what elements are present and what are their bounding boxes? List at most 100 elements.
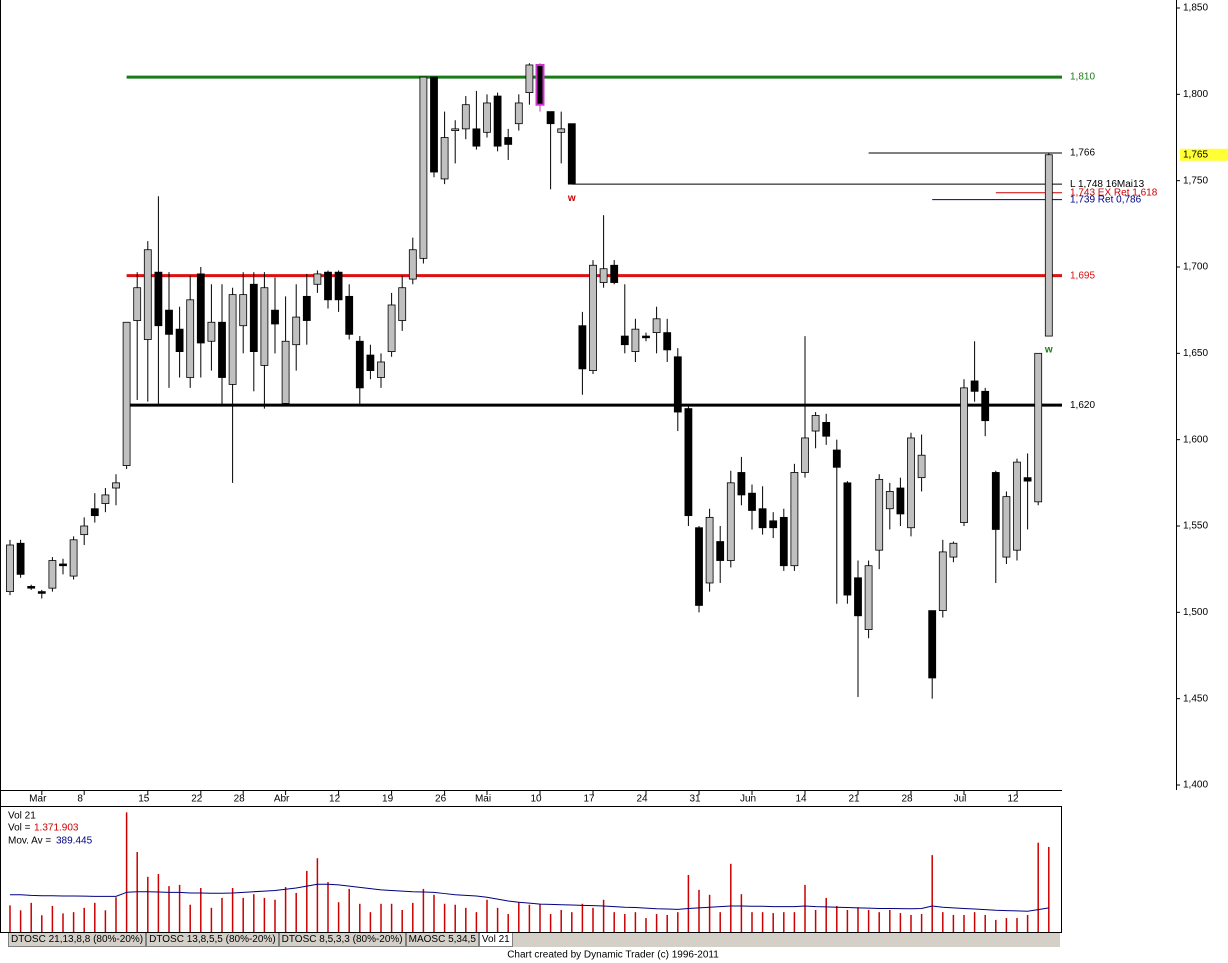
candle-body (387, 304, 396, 353)
candle-body (228, 294, 237, 385)
volume-bar (221, 897, 223, 932)
volume-bar (19, 910, 22, 932)
y-tick-label: 1,600 (1183, 434, 1208, 445)
candle-body (811, 415, 820, 432)
candle-body (112, 482, 120, 489)
level-label: 1,620 (1070, 400, 1095, 411)
candle-body (6, 544, 14, 593)
volume-bar (751, 912, 753, 932)
volume-bar (698, 889, 700, 932)
candle-body (313, 273, 322, 285)
candle-body (790, 472, 799, 567)
tab[interactable]: MAOSC 5,34,5 (405, 933, 479, 947)
candle-body (769, 520, 778, 529)
candle-body (207, 321, 216, 342)
y-tick-label: 1,500 (1183, 607, 1208, 618)
candle-body (673, 356, 682, 413)
volume-bar (889, 909, 891, 932)
x-tick-label: Mai (475, 794, 491, 805)
volume-bar (94, 902, 96, 932)
volume-bar (306, 870, 308, 932)
candle-body (377, 361, 385, 378)
candle-body (366, 354, 375, 371)
x-tick-label: Abr (274, 794, 290, 805)
y-tick-label: 1,550 (1183, 521, 1208, 532)
volume-bar (337, 902, 340, 932)
volume-bar (178, 884, 181, 932)
candle-body (970, 380, 979, 392)
volume-bar (359, 903, 361, 932)
volume-bar (719, 912, 721, 932)
volume-bar (793, 912, 796, 932)
candle-body (355, 340, 364, 389)
candle-body (472, 128, 481, 147)
volume-bar (687, 874, 690, 932)
candle-body (504, 137, 513, 145)
x-tick-label: 17 (583, 794, 595, 805)
moving-average (10, 883, 1049, 912)
volume-bar (83, 907, 85, 932)
candle-body (589, 264, 597, 372)
volume-bar (1037, 842, 1039, 932)
volume-bar (846, 909, 849, 932)
tab[interactable]: DTOSC 21,13,8,8 (80%-20%) (8, 933, 147, 947)
volume-bar (602, 899, 605, 932)
x-tick-label: 15 (138, 794, 150, 805)
level-label: 1,743 EX Ret 1,618 (1070, 187, 1158, 198)
volume-bar (571, 912, 573, 932)
volume-bar (189, 904, 191, 932)
tab[interactable]: Vol 21 (478, 933, 513, 947)
volume-bar (1048, 846, 1050, 932)
wave-marker: w (1044, 345, 1053, 356)
candle-body (59, 563, 67, 567)
volume-bar (465, 907, 467, 932)
candle-body (175, 328, 184, 353)
volume-bar (168, 886, 170, 932)
candle-body (133, 287, 142, 321)
candle-body (514, 102, 523, 125)
candle-body (186, 299, 195, 378)
volume-bar (645, 918, 647, 932)
candle-body (281, 340, 290, 404)
candle-body (535, 63, 545, 106)
volume-bar (486, 899, 488, 932)
candle-body (779, 516, 788, 567)
candle-body (578, 325, 587, 370)
volume-bar (433, 894, 435, 932)
volume-bar (253, 894, 255, 932)
candle-body (1034, 352, 1043, 503)
candle-body (48, 560, 57, 589)
volume-bar (295, 892, 297, 932)
candle-body (907, 437, 915, 529)
candle-body (991, 472, 1000, 530)
tab[interactable]: DTOSC 13,8,5,5 (80%-20%) (146, 933, 279, 947)
volume-bar (104, 910, 107, 932)
volume-title: Vol 21 (8, 811, 36, 822)
legend-value: 1.371.903 (34, 823, 79, 834)
candle-body (292, 316, 301, 346)
tab[interactable]: DTOSC 8,5,3,3 (80%-20%) (278, 933, 406, 947)
candle-body (684, 408, 693, 517)
volume-bar (666, 914, 668, 932)
x-tick-label: 10 (530, 794, 542, 805)
volume-bar (200, 887, 202, 932)
volume-bar (708, 894, 711, 932)
x-tick-label: 21 (848, 794, 860, 805)
volume-bar (9, 905, 11, 932)
candle-body (483, 102, 491, 133)
candle-body (271, 309, 279, 325)
level-label: 1,766 (1070, 148, 1095, 159)
candle-body (642, 335, 650, 339)
volume-bar (284, 887, 287, 932)
volume-bar (814, 909, 817, 932)
volume-bar (931, 855, 933, 932)
candle-body (832, 449, 841, 468)
volume-bar (401, 909, 403, 932)
candle-body (854, 577, 862, 617)
volume-bar (443, 903, 446, 932)
volume-bar (115, 897, 117, 932)
volume-bar (454, 904, 456, 932)
volume-panel (0, 806, 1062, 933)
volume-bar (30, 902, 32, 932)
